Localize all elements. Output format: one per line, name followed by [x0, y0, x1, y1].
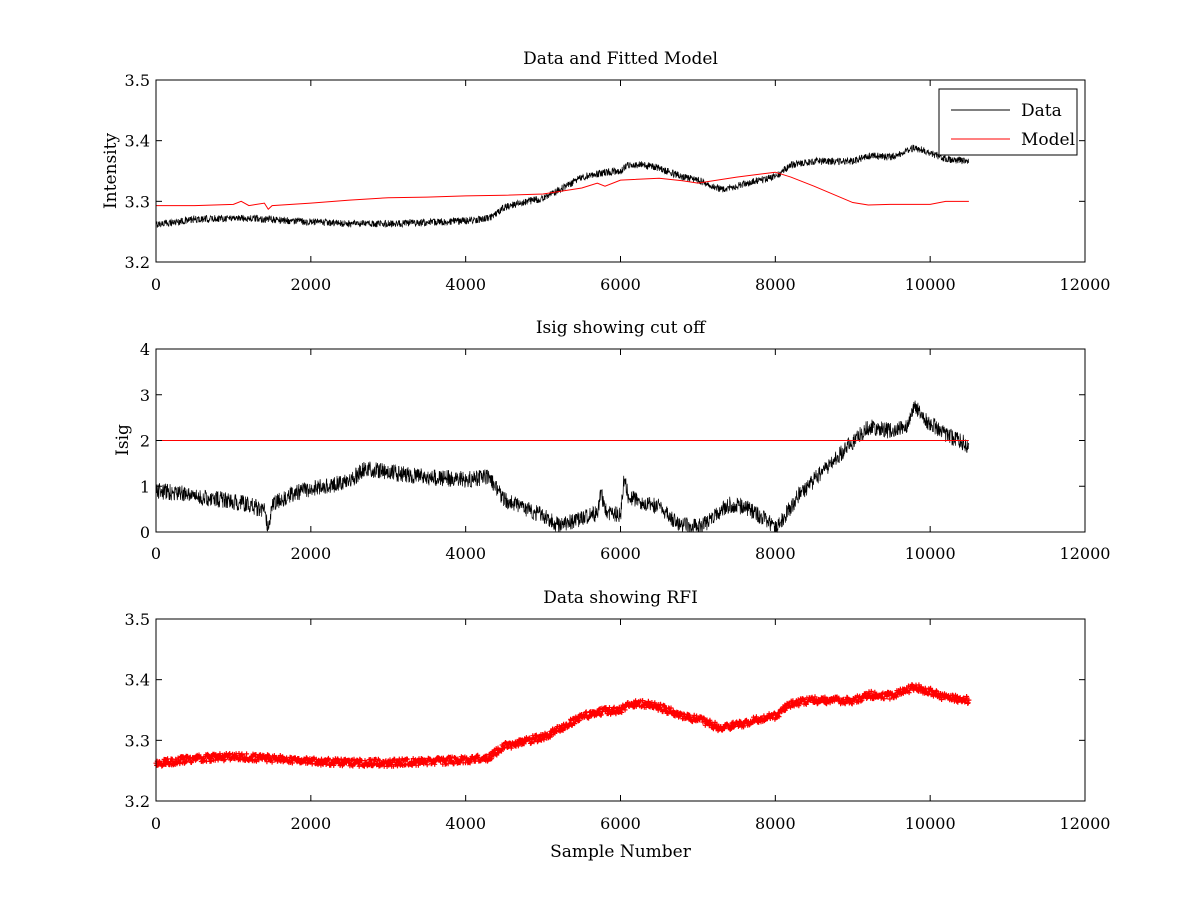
- panel3-xtick-label: 0: [151, 814, 161, 833]
- panel2-x-tick-labels: 0 2000 4000 6000 8000 10000 12000: [151, 544, 1111, 563]
- panel1-ytick-label: 3.2: [125, 253, 150, 272]
- panel3-x-axis-label: Sample Number: [550, 842, 692, 862]
- panel1-xtick-label: 4000: [445, 275, 486, 294]
- panel3-xtick-label: 6000: [600, 814, 641, 833]
- panel-isig: Isig showing cut off 0 2000 4000 6000 80…: [113, 318, 1110, 563]
- panel2-tick-marks: [155, 348, 1086, 533]
- panel2-xtick-label: 4000: [445, 544, 486, 563]
- panel1-title: Data and Fitted Model: [523, 49, 718, 69]
- legend-box: [938, 88, 1078, 156]
- panel1-xtick-label: 8000: [755, 275, 796, 294]
- panel1-y-axis-label: Intensity: [101, 133, 121, 209]
- panel1-series-layer: [155, 144, 970, 229]
- legend-label-data: Data: [1021, 101, 1062, 121]
- panel3-ytick-label: 3.4: [125, 671, 150, 690]
- series-line: [155, 400, 970, 533]
- panel2-ytick-label: 1: [140, 477, 150, 496]
- panel3-ytick-label: 3.2: [125, 792, 150, 811]
- panel3-xtick-label: 10000: [905, 814, 956, 833]
- panel3-tick-marks: [155, 618, 1086, 802]
- panel1-xtick-label: 0: [151, 275, 161, 294]
- panel3-y-tick-labels: 3.2 3.3 3.4 3.5: [125, 610, 150, 811]
- panel2-title: Isig showing cut off: [536, 318, 707, 338]
- panel3-ytick-label: 3.5: [125, 610, 150, 629]
- panel1-plot-area: [155, 79, 1086, 263]
- panel1-legend: Data Model: [938, 88, 1078, 156]
- panel2-y-axis-label: Isig: [113, 424, 133, 456]
- panel3-xtick-label: 8000: [755, 814, 796, 833]
- panel-data-rfi: Data showing RFI 0 2000 4000 6000 8000 1…: [125, 588, 1111, 862]
- panel1-ytick-label: 3.4: [125, 132, 150, 151]
- panel1-xtick-label: 6000: [600, 275, 641, 294]
- panel1-x-tick-labels: 0 2000 4000 6000 8000 10000 12000: [151, 275, 1111, 294]
- panel1-tick-marks: [155, 79, 1086, 263]
- panel3-xtick-label: 4000: [445, 814, 486, 833]
- panel1-ytick-label: 3.5: [125, 71, 150, 90]
- panel2-ytick-label: 3: [140, 386, 150, 405]
- panel2-xtick-label: 2000: [290, 544, 331, 563]
- panel2-series-layer: [155, 400, 970, 533]
- panel1-xtick-label: 10000: [905, 275, 956, 294]
- panel2-ytick-label: 0: [140, 523, 150, 542]
- panel2-ytick-label: 2: [140, 432, 150, 451]
- panel2-plot-area: [155, 348, 1086, 533]
- panel1-xtick-label: 2000: [290, 275, 331, 294]
- panel1-xtick-label: 12000: [1060, 275, 1111, 294]
- panel3-title: Data showing RFI: [543, 588, 698, 608]
- series-line-data: [155, 144, 970, 229]
- panel3-xtick-label: 12000: [1060, 814, 1111, 833]
- panel2-xtick-label: 10000: [905, 544, 956, 563]
- panel2-xtick-label: 8000: [755, 544, 796, 563]
- series-line-model: [156, 171, 969, 210]
- panel1-ytick-label: 3.3: [125, 192, 150, 211]
- panel3-xtick-label: 2000: [290, 814, 331, 833]
- panel3-ytick-label: 3.3: [125, 731, 150, 750]
- panel2-ytick-label: 4: [140, 340, 150, 359]
- legend-label-model: Model: [1021, 130, 1075, 150]
- panel2-xtick-label: 0: [151, 544, 161, 563]
- panel2-xtick-label: 6000: [600, 544, 641, 563]
- panel-data-and-model: Data and Fitted Model 0 2000 4000 6000 8…: [101, 49, 1110, 294]
- panel3-plot-area: [153, 618, 1086, 802]
- panel2-xtick-label: 12000: [1060, 544, 1111, 563]
- panel2-y-tick-labels: 0 1 2 3 4: [140, 340, 150, 542]
- panel1-y-tick-labels: 3.2 3.3 3.4 3.5: [125, 71, 150, 272]
- panel3-x-tick-labels: 0 2000 4000 6000 8000 10000 12000: [151, 814, 1111, 833]
